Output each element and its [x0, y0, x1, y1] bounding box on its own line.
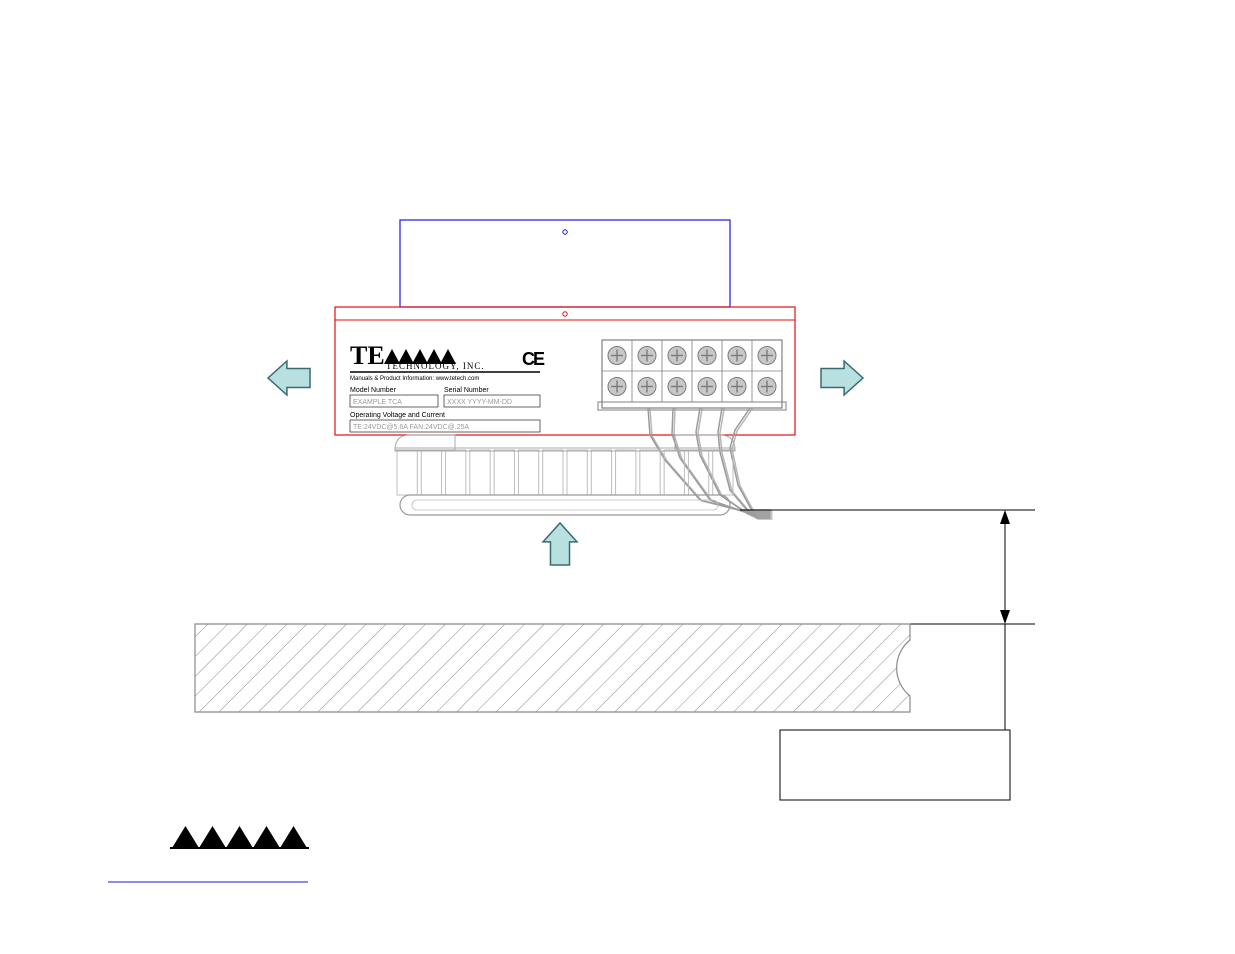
terminal-block: [598, 340, 786, 410]
serial-label: Serial Number: [444, 387, 489, 394]
heatsink-fin: [591, 450, 611, 495]
logo-te: TE: [350, 341, 385, 370]
heatsink-fin: [567, 450, 587, 495]
footer-triangle: [226, 826, 253, 848]
op-label: Operating Voltage and Current: [350, 412, 445, 419]
model-label: Model Number: [350, 387, 397, 394]
model-value: EXAMPLE TCA: [353, 399, 402, 406]
heatsink-fin: [640, 450, 660, 495]
obstruction-outline: [195, 624, 910, 712]
heatsink-fin: [494, 450, 514, 495]
logo-technology: TECHNOLOGY, INC.: [386, 361, 485, 371]
footer-triangle: [253, 826, 280, 848]
heatsink-fins: [395, 448, 735, 495]
cold-plate-screw-hole: [563, 230, 567, 234]
footer-triangle: [199, 826, 226, 848]
shroud-screw-hole: [563, 312, 567, 316]
wire: [730, 408, 770, 518]
wire: [650, 409, 772, 511]
op-value: TE:24VDC@5.6A FAN:24VDC@.25A: [353, 424, 469, 431]
logo: TE TECHNOLOGY, INC. Manuals & Product In…: [350, 341, 540, 382]
dim-arrow-bot: [1000, 610, 1010, 624]
serial-value: XXXX YYYY-MM-DD: [447, 399, 512, 406]
heatsink-fin: [470, 450, 490, 495]
nameplate: TE TECHNOLOGY, INC. Manuals & Product In…: [350, 341, 545, 432]
airflow-arrow: [268, 361, 310, 395]
airflow-arrow: [821, 361, 863, 395]
cold-plate: [400, 220, 730, 307]
callout-box: [780, 730, 1010, 800]
footer-triangles: [170, 826, 309, 848]
wires: [648, 408, 772, 519]
logo-subline: Manuals & Product Information: www.tetec…: [350, 376, 479, 382]
airflow-arrow: [543, 523, 577, 565]
dim-arrow-top: [1000, 510, 1010, 524]
heatsink-base: [400, 495, 730, 515]
footer-triangle: [280, 826, 307, 848]
cold-plate-outline: [400, 220, 730, 307]
obstruction-bar: [195, 624, 910, 712]
ce-mark: CE: [522, 349, 545, 369]
heatsink-base-inner: [412, 500, 718, 510]
heatsink-fin: [616, 450, 636, 495]
heatsink-fin: [397, 450, 417, 495]
nameplate-fields: Model Number EXAMPLE TCA Serial Number X…: [350, 387, 540, 432]
footer-triangle: [172, 826, 199, 848]
heatsink-fin: [446, 450, 466, 495]
heatsink-fin: [421, 450, 441, 495]
heatsink-fin: [543, 450, 563, 495]
heatsink-assembly: [395, 435, 735, 515]
heatsink-fin: [518, 450, 538, 495]
